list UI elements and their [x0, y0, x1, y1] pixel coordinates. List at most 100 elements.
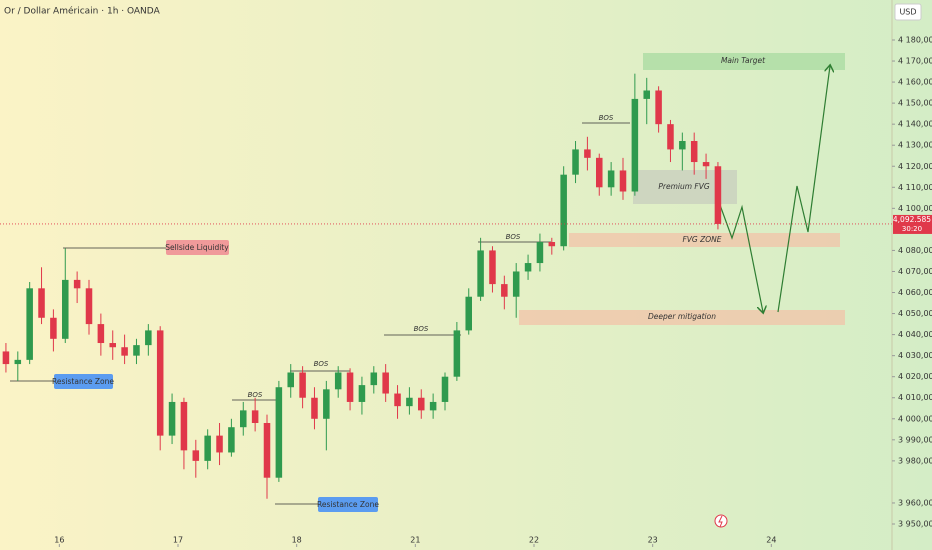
- candle-body: [501, 284, 508, 297]
- candle-body: [50, 317, 57, 339]
- candle-body: [655, 90, 662, 125]
- y-tick-label: 4 170,000: [898, 57, 932, 66]
- y-tick-label: 4 110,000: [898, 183, 932, 192]
- x-tick-label: 23: [648, 536, 658, 545]
- candle-body: [38, 288, 45, 318]
- candle-body: [572, 149, 579, 175]
- fvg-zone: [569, 233, 840, 247]
- bos-label: BOS: [506, 233, 521, 241]
- candle-body: [619, 170, 627, 192]
- y-tick-label: 4 130,000: [898, 141, 932, 150]
- y-tick-label: 4 150,000: [898, 99, 932, 108]
- currency: USD: [899, 8, 916, 17]
- candle-body: [334, 372, 342, 390]
- candle-body: [418, 397, 425, 411]
- candle-body: [465, 296, 472, 331]
- candle-body: [311, 397, 318, 419]
- main-target-zone: [643, 53, 845, 70]
- candle-body: [441, 376, 449, 402]
- candle-body: [97, 324, 105, 344]
- y-tick-label: 4 120,000: [898, 162, 932, 171]
- event-icon-bolt: [718, 515, 723, 528]
- resistance-box: [318, 497, 378, 512]
- y-tick-label: 4 080,000: [898, 246, 932, 255]
- candle-body: [346, 372, 354, 402]
- candle-body: [323, 389, 330, 419]
- y-tick-label: 4 160,000: [898, 78, 932, 87]
- resistance-label: Resistance Zone: [52, 377, 114, 386]
- candle-body: [548, 242, 556, 247]
- y-tick-label: 4 070,000: [898, 267, 932, 276]
- candle-body: [524, 263, 532, 272]
- candle-body: [109, 343, 116, 348]
- y-tick-label: 4 100,000: [898, 204, 932, 213]
- y-tick-label: 3 980,000: [898, 456, 932, 465]
- x-tick-label: 16: [54, 536, 64, 545]
- bos-label: BOS: [414, 325, 429, 333]
- y-tick-label: 3 950,000: [898, 520, 932, 529]
- y-tick-label: 4 000,000: [898, 414, 932, 423]
- chart-title: Or / Dollar Américain · 1h · OANDA: [4, 6, 161, 17]
- y-tick-label: 4 020,000: [898, 372, 932, 381]
- candle-body: [156, 330, 164, 436]
- candle-body: [512, 271, 520, 297]
- y-tick-label: 4 040,000: [898, 330, 932, 339]
- y-tick-label: 4 060,000: [898, 288, 932, 297]
- x-tick-label: 21: [410, 536, 420, 545]
- candle-body: [14, 359, 22, 365]
- x-tick-label: 18: [292, 536, 302, 545]
- candle-body: [228, 427, 235, 453]
- sellside-label: Sellside Liquidity: [165, 243, 229, 252]
- bos-label: BOS: [599, 114, 614, 122]
- currency-box[interactable]: [894, 3, 922, 21]
- last-price-label: 4,092.585: [893, 215, 931, 224]
- candle-body: [180, 401, 188, 451]
- fvg-zone-label: FVG ZONE: [682, 235, 721, 244]
- candle-body: [358, 385, 366, 402]
- candle-body: [667, 124, 674, 150]
- y-tick-label: 4 180,000: [898, 35, 932, 44]
- bos-label: BOS: [248, 391, 263, 399]
- candle-body: [596, 157, 603, 188]
- projection-arrow: [719, 204, 763, 312]
- candle-body: [85, 288, 93, 325]
- candle-body: [216, 435, 223, 453]
- resistance-box: [54, 374, 113, 389]
- premium-fvg-label: Premium FVG: [658, 182, 709, 191]
- main-target-label: Main Target: [721, 56, 766, 65]
- candle-body: [26, 288, 33, 360]
- resistance-label: Resistance Zone: [317, 500, 379, 509]
- y-tick-label: 3 990,000: [898, 435, 932, 444]
- candle-body: [263, 422, 271, 478]
- candle-body: [560, 174, 567, 247]
- candle-body: [643, 90, 650, 99]
- candle-body: [631, 98, 639, 192]
- projection-arrow: [777, 66, 830, 313]
- candle-body: [714, 166, 722, 224]
- y-tick-label: 4 140,000: [898, 120, 932, 129]
- event-icon[interactable]: [714, 514, 728, 528]
- candle-body: [287, 372, 294, 388]
- candle-body: [489, 250, 496, 285]
- candle-body: [584, 149, 591, 158]
- candle-body: [702, 162, 710, 167]
- y-tick-label: 3 960,000: [898, 498, 932, 507]
- candle-body: [394, 393, 401, 407]
- candle-body: [145, 330, 152, 346]
- countdown: 30:20: [902, 225, 922, 233]
- y-tick-label: 4 010,000: [898, 393, 932, 402]
- y-tick-label: 4 050,000: [898, 309, 932, 318]
- candle-body: [251, 410, 259, 423]
- candles: [2, 73, 722, 499]
- last-price-box: [893, 214, 932, 234]
- candle-body: [536, 242, 544, 264]
- candle-body: [453, 330, 461, 377]
- candle-body: [275, 387, 283, 478]
- x-tick-label: 22: [529, 536, 539, 545]
- candle-body: [73, 279, 81, 289]
- candle-body: [477, 250, 484, 297]
- bos-lines: [10, 122, 630, 505]
- candle-body: [299, 372, 306, 398]
